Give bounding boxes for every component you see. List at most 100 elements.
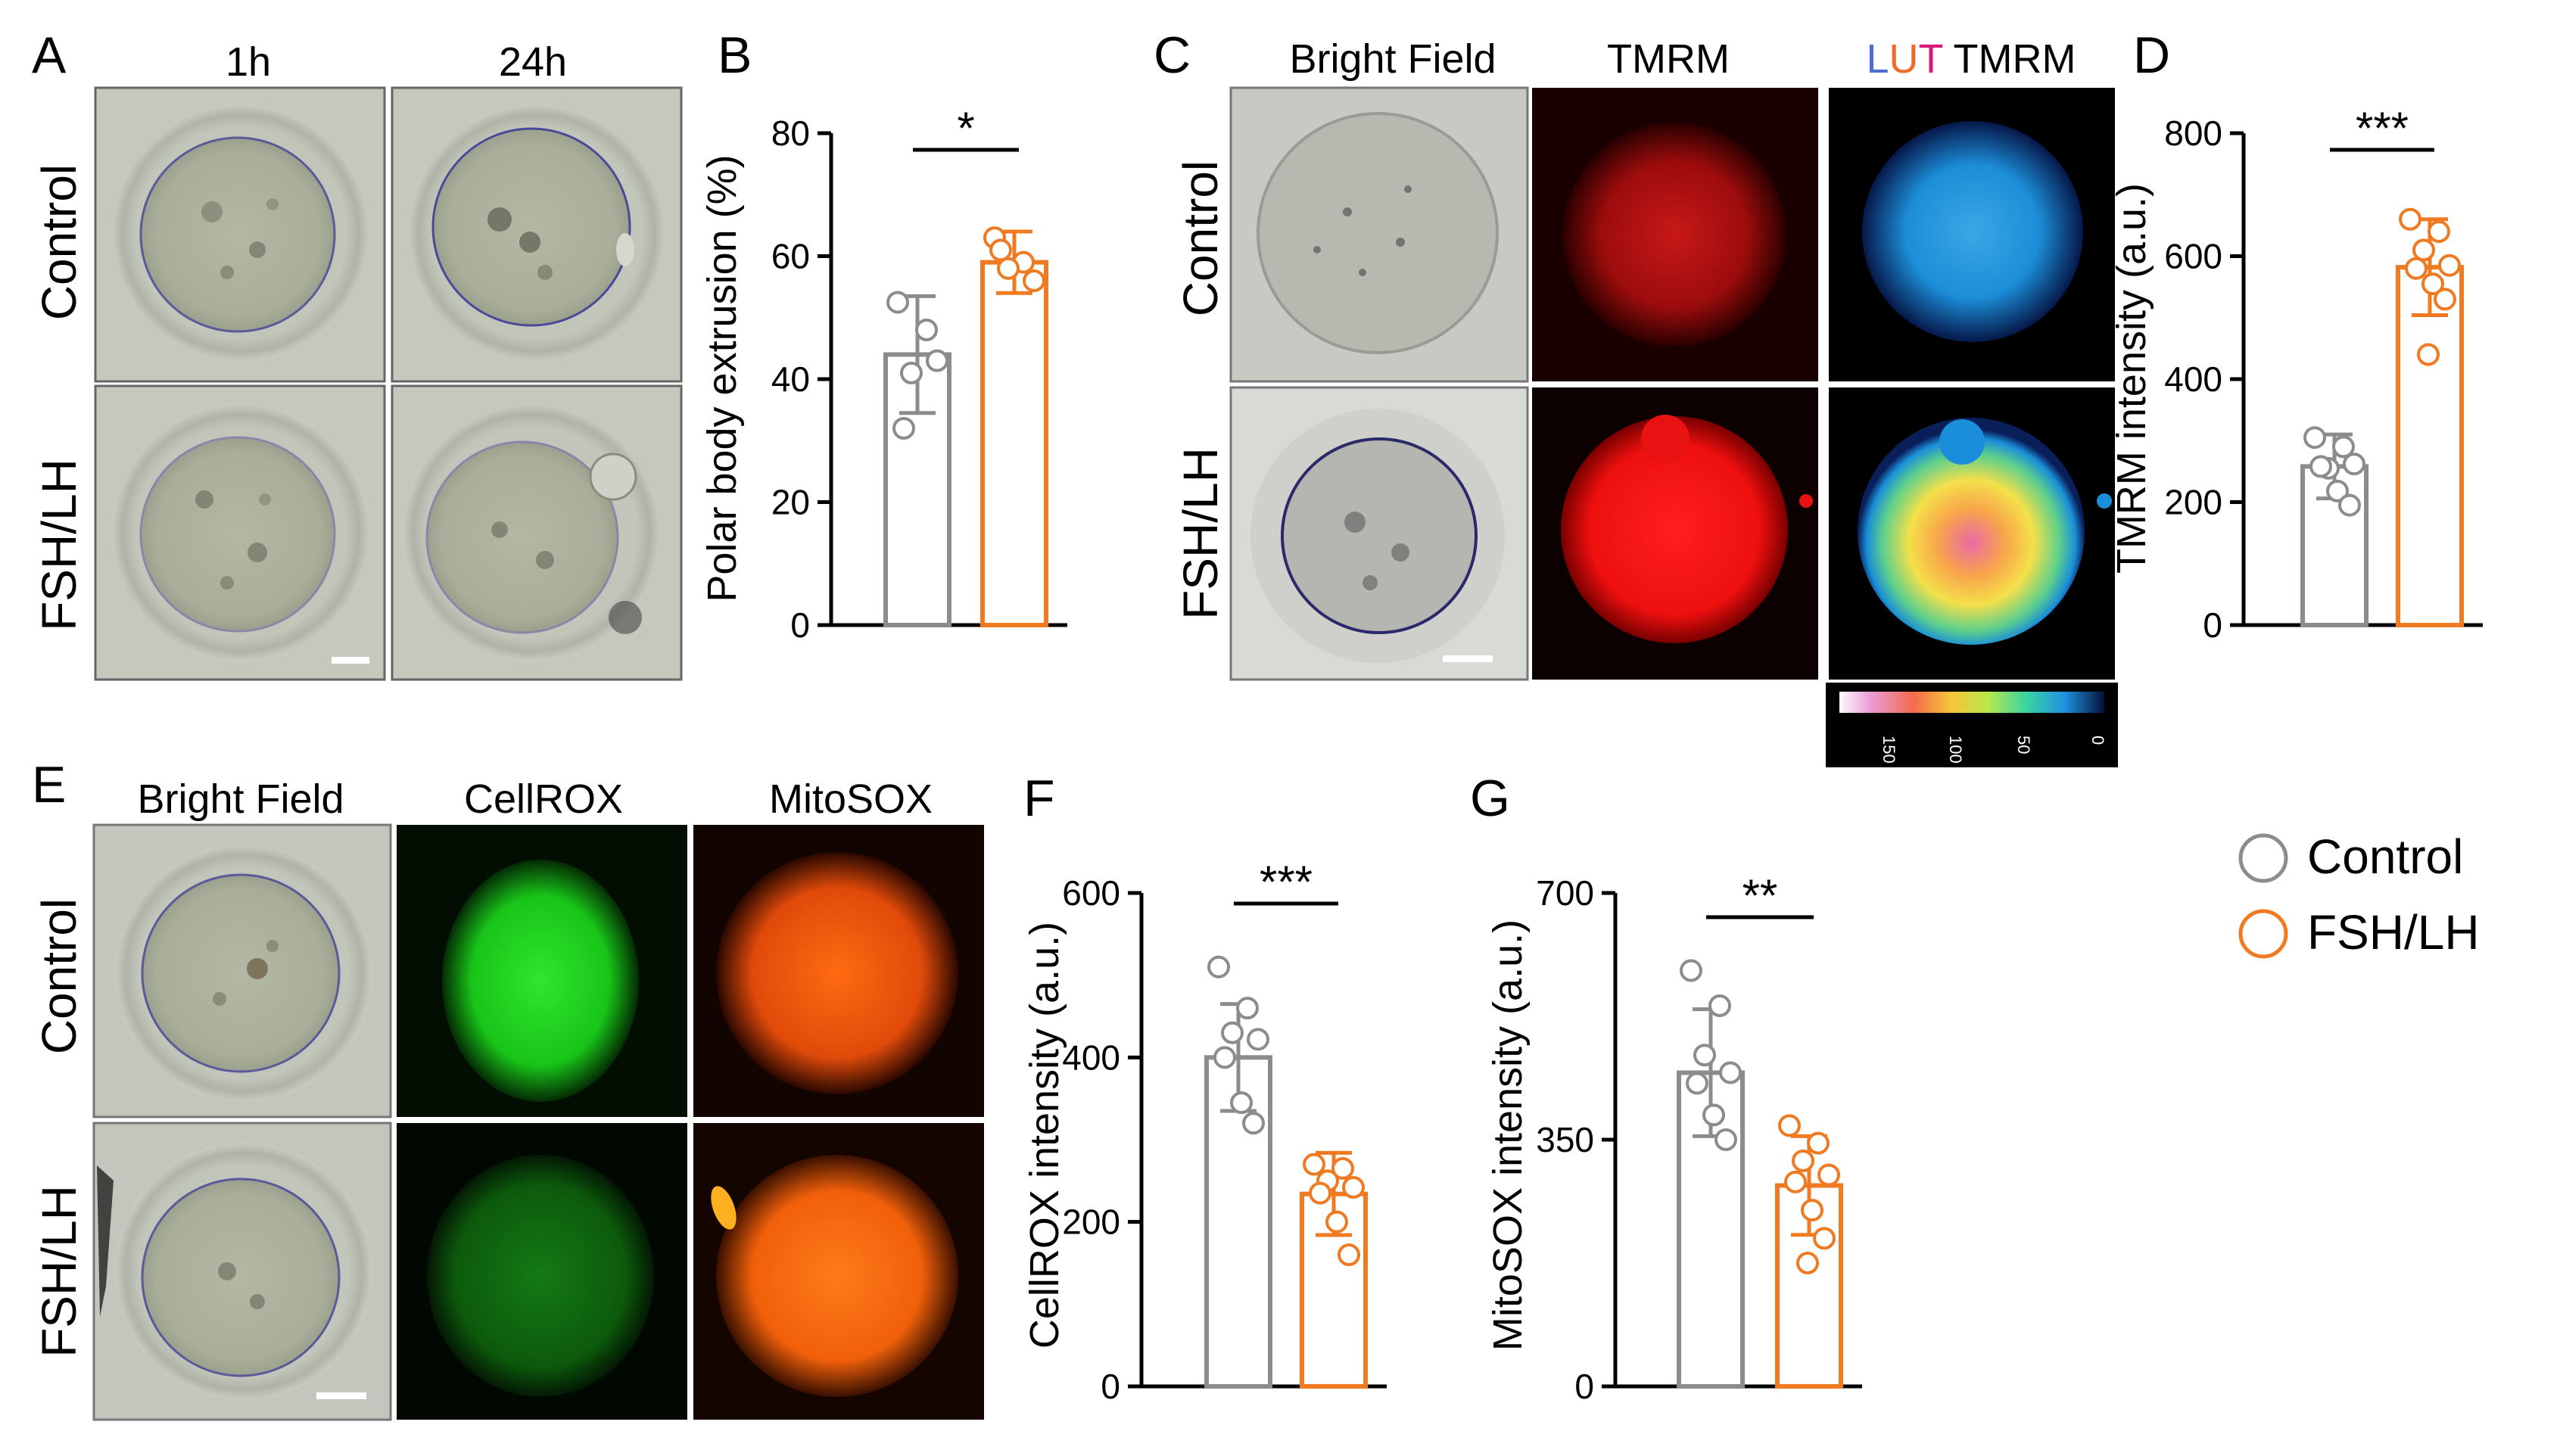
data-point-g-0 [1693,1044,1716,1067]
data-point-b-0 [886,291,909,314]
data-point-f-0 [1230,1091,1253,1115]
legend-marker-fsh [2238,909,2288,959]
data-point-f-1 [1303,1153,1325,1176]
data-point-g-0 [1719,1061,1742,1084]
chart-polar-body: 0 20 40 60 80 Polar body extrusion (%) * [699,103,1067,645]
data-point-g-0 [1680,959,1702,982]
data-point-f-1 [1325,1210,1348,1234]
data-point-g-1 [1813,1227,1836,1250]
micrograph-a-fsh-24h [391,384,683,681]
y-tick-label-b: 80 [771,114,810,153]
y-axis-label-g: MitoSOX intensity (a.u.) [1485,919,1531,1351]
legend: Control FSH/LH [2238,829,2480,960]
data-point-d-1 [2412,238,2435,262]
y-tick-label-g: 0 [1574,1367,1594,1406]
column-header-bright-field-c: Bright Field [1289,36,1496,82]
micrograph-c-control-lut [1829,88,2115,381]
data-point-d-1 [2428,220,2450,243]
data-point-f-0 [1236,997,1259,1020]
data-point-d-1 [2438,254,2461,277]
lut-tick-0: 0 [2088,736,2107,745]
micrograph-e-control-cellrox [397,825,687,1117]
data-point-d-0 [2332,435,2355,459]
column-header-bright-field-e: Bright Field [137,776,344,822]
scale-bar-a [332,657,369,664]
panel-letter-d: D [2133,26,2170,84]
chart-tmrm: 0 200 400 600 800 TMRM intensity (a.u.) *** [2109,103,2483,645]
data-point-d-0 [2338,493,2361,517]
y-axis-label-f: CellROX intensity (a.u.) [1022,922,1067,1349]
y-tick-label-d: 600 [2164,237,2222,276]
micrograph-c-fsh-bf [1229,386,1529,681]
data-point-g-1 [1796,1252,1819,1274]
micrograph-e-fsh-cellrox [397,1123,687,1420]
y-tick-label-b: 0 [790,605,810,645]
micrograph-a-control-24h [391,86,683,383]
data-point-f-1 [1309,1181,1331,1205]
data-point-d-1 [2417,343,2440,366]
lut-scale-bar: 150 100 50 0 [1826,683,2118,767]
y-tick-label-f: 0 [1101,1367,1120,1406]
y-tick-label-d: 400 [2164,359,2222,399]
y-tick-label-f: 200 [1062,1202,1120,1242]
y-axis-label-b: Polar body extrusion (%) [699,154,745,602]
data-point-b-1 [997,257,1020,280]
micrograph-c-control-tmrm [1532,88,1818,381]
micrograph-e-fsh-mitosox [693,1123,984,1420]
column-header-1h: 1h [226,39,271,85]
data-point-g-0 [1686,1072,1708,1095]
data-point-f-1 [1331,1157,1354,1181]
y-tick-label-d: 800 [2164,114,2222,153]
panel-letter-c: C [1154,26,1191,84]
panel-letter-f: F [1023,770,1055,827]
data-point-b-0 [915,319,938,341]
bar-d-1 [2396,265,2464,627]
chart-cellrox: 0 200 400 600 CellROX intensity (a.u.) *** [1022,857,1387,1406]
significance-stars-b: * [957,103,974,154]
data-point-g-1 [1778,1114,1801,1137]
y-tick-label-g: 350 [1536,1120,1594,1159]
data-point-f-1 [1342,1176,1365,1199]
y-tick-label-d: 200 [2164,483,2222,522]
data-point-f-0 [1213,1046,1236,1069]
data-point-g-1 [1784,1170,1807,1193]
panel-letter-e: E [32,756,66,814]
micrograph-c-fsh-lut [1829,387,2115,680]
data-point-g-1 [1807,1131,1830,1155]
data-point-b-0 [926,349,948,372]
row-label-fsh-a: FSH/LH [32,459,86,631]
column-header-lut-tmrm: LUT TMRM [1866,36,2076,82]
scale-bar-c [1443,655,1493,662]
data-point-d-1 [2405,257,2428,280]
data-point-f-0 [1242,1112,1265,1135]
data-point-d-1 [2434,288,2456,311]
data-point-g-1 [1817,1163,1840,1187]
row-label-fsh-e: FSH/LH [32,1185,86,1358]
y-tick-label-b: 40 [771,359,810,399]
significance-stars-g: ** [1742,870,1778,921]
row-label-fsh-c: FSH/LH [1173,447,1228,620]
data-point-b-1 [1023,269,1045,292]
micrograph-a-fsh-1h [94,384,386,681]
bar-b-1 [980,260,1048,627]
data-point-d-0 [2343,453,2365,476]
data-point-g-0 [1708,994,1731,1018]
row-label-control-a: Control [32,164,86,320]
data-point-b-0 [900,361,923,384]
micrograph-e-control-mitosox [693,825,984,1117]
micrograph-e-fsh-bf [92,1122,392,1421]
data-point-g-1 [1792,1149,1814,1172]
micrograph-c-fsh-tmrm [1532,387,1818,680]
lut-tick-50: 50 [2014,736,2033,754]
data-point-g-1 [1801,1199,1823,1222]
y-tick-label-d: 0 [2203,605,2222,645]
micrograph-a-control-1h [94,86,386,383]
column-header-tmrm: TMRM [1607,36,1730,82]
lut-tick-100: 100 [1946,736,1965,764]
data-point-d-1 [2421,272,2444,296]
data-point-d-1 [2399,207,2421,231]
row-label-control-e: Control [32,898,86,1054]
column-header-cellrox: CellROX [464,776,623,822]
